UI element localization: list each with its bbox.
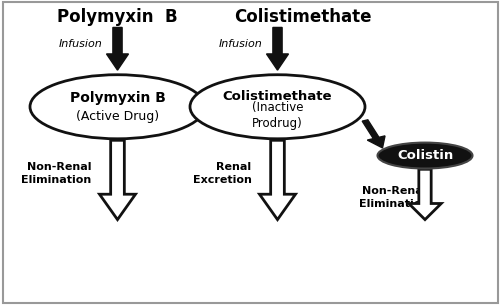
Text: (Active Drug): (Active Drug) (76, 110, 159, 123)
Text: Infusion: Infusion (219, 39, 262, 49)
FancyArrow shape (106, 27, 128, 70)
Text: Colistimethate: Colistimethate (234, 8, 371, 26)
Text: Non-Renal
Elimination: Non-Renal Elimination (359, 186, 429, 209)
Text: Polymyxin B: Polymyxin B (70, 91, 166, 105)
FancyArrow shape (266, 27, 288, 70)
Text: Infusion: Infusion (59, 39, 102, 49)
Ellipse shape (378, 142, 472, 168)
Ellipse shape (30, 75, 205, 139)
Text: Renal
Excretion: Renal Excretion (192, 162, 252, 185)
Text: Non-Renal
Elimination: Non-Renal Elimination (21, 162, 92, 185)
Text: Colistin: Colistin (397, 149, 453, 162)
Text: Polymyxin  B: Polymyxin B (57, 8, 178, 26)
FancyArrow shape (362, 120, 385, 148)
Text: Colistimethate: Colistimethate (223, 91, 332, 103)
Text: (Inactive
Prodrug): (Inactive Prodrug) (252, 101, 303, 130)
Ellipse shape (190, 75, 365, 139)
Polygon shape (409, 169, 441, 220)
Polygon shape (260, 140, 296, 220)
Polygon shape (100, 140, 136, 220)
